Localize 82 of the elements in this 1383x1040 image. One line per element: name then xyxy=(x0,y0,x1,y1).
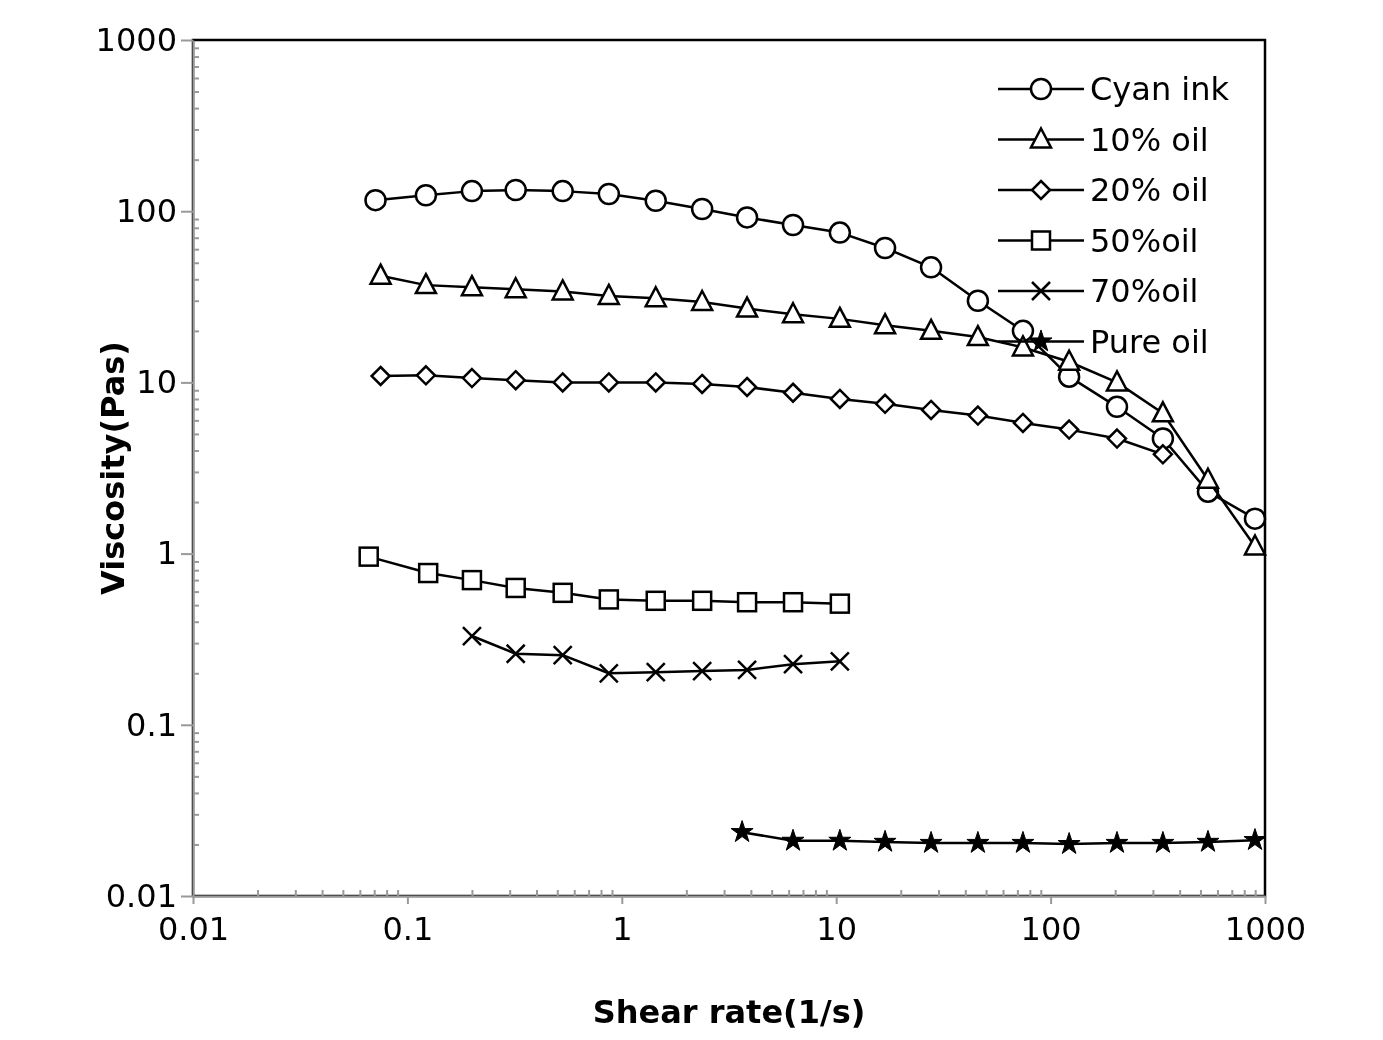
point xyxy=(460,179,484,203)
point xyxy=(1151,427,1175,450)
point xyxy=(873,236,897,260)
point xyxy=(1243,507,1267,530)
point xyxy=(552,372,573,393)
point xyxy=(552,582,573,604)
point xyxy=(919,318,943,341)
point xyxy=(645,372,666,393)
point xyxy=(874,393,896,415)
y-tick-label: 0.01 xyxy=(105,876,177,915)
point xyxy=(781,302,805,324)
x-axis-title: Shear rate(1/s) xyxy=(592,993,866,1031)
point xyxy=(736,376,758,398)
legend-label: 20% oil xyxy=(1090,171,1209,210)
y-tick-label: 1 xyxy=(156,534,177,573)
point xyxy=(461,569,483,591)
y-tick-label: 1000 xyxy=(95,20,177,59)
point xyxy=(735,296,759,318)
point xyxy=(1011,335,1035,357)
point xyxy=(966,289,990,312)
point xyxy=(873,312,897,335)
legend-label: Pure oil xyxy=(1090,322,1209,361)
point xyxy=(691,373,713,395)
point xyxy=(829,593,851,614)
point xyxy=(782,591,804,613)
point xyxy=(369,263,392,285)
x-tick-label: 100 xyxy=(1020,910,1082,949)
point xyxy=(828,221,852,244)
point xyxy=(551,179,574,203)
point xyxy=(598,589,620,610)
point xyxy=(414,183,438,207)
point xyxy=(690,197,714,221)
legend-label: 70%oil xyxy=(1090,272,1199,311)
point xyxy=(691,590,713,612)
point xyxy=(644,286,667,308)
point xyxy=(828,306,852,329)
point xyxy=(505,577,526,599)
point xyxy=(1243,534,1267,556)
point xyxy=(736,591,758,613)
point xyxy=(967,405,989,426)
point xyxy=(919,256,943,279)
point xyxy=(415,365,437,386)
point xyxy=(735,206,759,229)
y-tick-label: 10 xyxy=(136,363,177,402)
point xyxy=(829,388,851,410)
point xyxy=(645,590,666,612)
point xyxy=(597,182,621,206)
point xyxy=(1105,395,1129,419)
y-axis-title: Viscosity(Pas) xyxy=(94,341,132,595)
point xyxy=(1105,370,1129,392)
point xyxy=(690,289,714,312)
y-tick-label: 0.1 xyxy=(126,705,177,744)
point xyxy=(598,372,620,393)
x-tick-label: 0.1 xyxy=(382,910,434,949)
legend-label: 10% oil xyxy=(1090,120,1209,159)
point xyxy=(504,277,527,299)
x-tick-label: 1 xyxy=(612,910,633,949)
point xyxy=(1058,419,1080,440)
legend-label: 50%oil xyxy=(1090,221,1199,260)
point xyxy=(460,274,484,297)
point xyxy=(1196,467,1220,489)
point xyxy=(1012,412,1034,434)
point xyxy=(461,367,483,389)
point xyxy=(920,399,942,421)
x-tick-label: 10 xyxy=(816,910,858,949)
point xyxy=(1152,444,1174,465)
x-tick-label: 1000 xyxy=(1224,910,1307,949)
point xyxy=(414,272,438,295)
point xyxy=(782,382,804,403)
point xyxy=(1106,428,1128,449)
point xyxy=(551,279,574,301)
y-tick-label: 100 xyxy=(115,191,177,230)
point xyxy=(504,178,527,202)
point xyxy=(505,369,526,391)
point xyxy=(644,189,667,213)
point xyxy=(1057,349,1081,372)
point xyxy=(1151,401,1175,423)
point xyxy=(781,213,805,237)
point xyxy=(597,283,621,306)
point xyxy=(966,324,990,347)
legend-label: Cyan ink xyxy=(1090,70,1230,109)
point xyxy=(370,365,391,387)
